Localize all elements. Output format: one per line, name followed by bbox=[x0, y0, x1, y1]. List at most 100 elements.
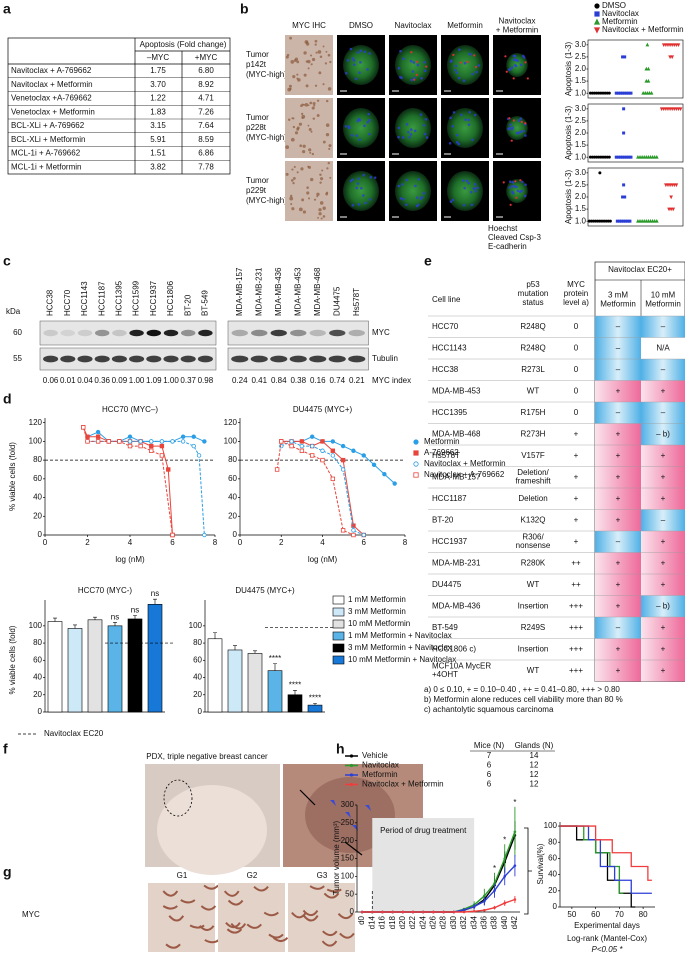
y-tick-label: 80 bbox=[193, 638, 202, 647]
apoptotic-cell bbox=[510, 139, 513, 142]
significance: ns bbox=[151, 589, 159, 598]
y-tick-label: 100 bbox=[341, 871, 355, 880]
column-header: +MYC bbox=[195, 53, 218, 62]
nucleus bbox=[354, 77, 358, 81]
nucleus bbox=[462, 179, 465, 182]
legend-swatch bbox=[332, 595, 345, 605]
legend-marker bbox=[349, 763, 354, 768]
ihc-nucleus bbox=[296, 60, 300, 64]
legend-label: 3 mM Metformin + Navitoclax bbox=[348, 643, 452, 652]
x-tick-label: d28 bbox=[439, 915, 448, 929]
y-tick-label: 60 bbox=[193, 655, 202, 664]
x-tick-label: d32 bbox=[459, 915, 468, 929]
myc-band bbox=[348, 329, 365, 337]
lane-label: HCC1937 bbox=[149, 280, 158, 316]
panel-label: g bbox=[3, 864, 12, 880]
cell: 1.83 bbox=[150, 107, 166, 116]
error-bar bbox=[273, 663, 277, 671]
marker bbox=[370, 910, 374, 914]
marker bbox=[493, 889, 496, 892]
result-cell bbox=[595, 445, 641, 467]
cell: Insertion bbox=[518, 601, 549, 610]
cell: – bbox=[616, 537, 621, 546]
marker bbox=[676, 43, 681, 48]
marker bbox=[669, 207, 673, 212]
marker bbox=[666, 107, 670, 112]
survival-curve bbox=[560, 825, 652, 881]
marker bbox=[381, 910, 384, 914]
result-cell bbox=[641, 531, 685, 553]
ihc-nucleus bbox=[285, 55, 289, 59]
size-label: 60 bbox=[13, 328, 22, 337]
marker bbox=[159, 443, 165, 449]
myc-band bbox=[77, 329, 93, 337]
y-tick-label: 2.0 bbox=[575, 192, 587, 201]
legend-label: Navitoclax bbox=[602, 9, 639, 18]
nucleus bbox=[452, 111, 456, 114]
arrow bbox=[344, 841, 363, 856]
marker bbox=[622, 183, 626, 187]
row-label: p228t bbox=[246, 123, 267, 132]
nucleus bbox=[355, 186, 358, 190]
cell: 1.51 bbox=[150, 149, 166, 158]
cell: + bbox=[616, 386, 621, 395]
error-bar bbox=[213, 632, 217, 639]
marker bbox=[661, 107, 666, 112]
nucleus bbox=[364, 201, 368, 205]
row-label: p142t bbox=[246, 60, 267, 69]
nucleus bbox=[419, 197, 423, 200]
marker bbox=[672, 43, 677, 48]
table-header: Apoptosis (Fold change) bbox=[140, 40, 227, 49]
nucleus bbox=[400, 183, 404, 186]
x-tick-label: d36 bbox=[479, 915, 488, 929]
marker bbox=[503, 875, 507, 878]
nucleus bbox=[366, 120, 370, 124]
myc-band bbox=[112, 329, 127, 337]
marker bbox=[654, 154, 659, 159]
x-tick-label: d26 bbox=[429, 915, 438, 929]
bar bbox=[127, 618, 143, 713]
ihc-nucleus bbox=[322, 45, 325, 48]
nucleus bbox=[363, 50, 367, 54]
cell: 5.91 bbox=[150, 135, 166, 144]
ihc-nucleus bbox=[288, 84, 292, 88]
apoptotic-cell bbox=[504, 55, 507, 58]
ihc-gland bbox=[302, 909, 319, 917]
ihc-nucleus bbox=[307, 124, 310, 127]
index-value: 0.24 bbox=[232, 376, 248, 385]
nucleus bbox=[423, 69, 427, 72]
legend-swatch bbox=[332, 619, 345, 629]
y-axis-label: % viable cells (fold) bbox=[8, 625, 17, 694]
marker bbox=[170, 439, 175, 444]
x-tick-label: d14 bbox=[367, 915, 376, 929]
marker bbox=[672, 183, 677, 188]
ihc-gland bbox=[226, 928, 243, 934]
ihc-nucleus bbox=[301, 112, 304, 116]
index-value: 0.01 bbox=[60, 376, 76, 385]
x-tick-label: 80 bbox=[639, 910, 648, 919]
marker bbox=[645, 90, 650, 95]
index-label: MYC index bbox=[372, 376, 411, 385]
ihc-gland bbox=[189, 924, 205, 929]
cell: – bbox=[661, 365, 666, 374]
cell: 0 bbox=[574, 386, 579, 395]
nucleus bbox=[467, 118, 470, 122]
nucleus bbox=[449, 60, 453, 63]
result-cell bbox=[595, 402, 641, 424]
apoptotic-cell bbox=[459, 61, 462, 64]
nucleus bbox=[473, 183, 477, 186]
tumor-outline bbox=[163, 779, 193, 817]
y-tick-label: 1.0 bbox=[575, 216, 587, 225]
ihc-gland bbox=[339, 932, 355, 939]
photo-detail bbox=[157, 785, 267, 875]
panel-label: h bbox=[336, 741, 345, 757]
ihc-nucleus bbox=[305, 42, 310, 46]
column-header: Navitoclax bbox=[395, 21, 432, 30]
marker bbox=[149, 443, 154, 449]
marker bbox=[607, 155, 611, 159]
ihc-gland bbox=[168, 915, 185, 922]
cell: 7 bbox=[487, 751, 492, 760]
marker bbox=[629, 91, 633, 95]
cell: 0 bbox=[574, 408, 579, 417]
nucleus bbox=[516, 59, 519, 63]
